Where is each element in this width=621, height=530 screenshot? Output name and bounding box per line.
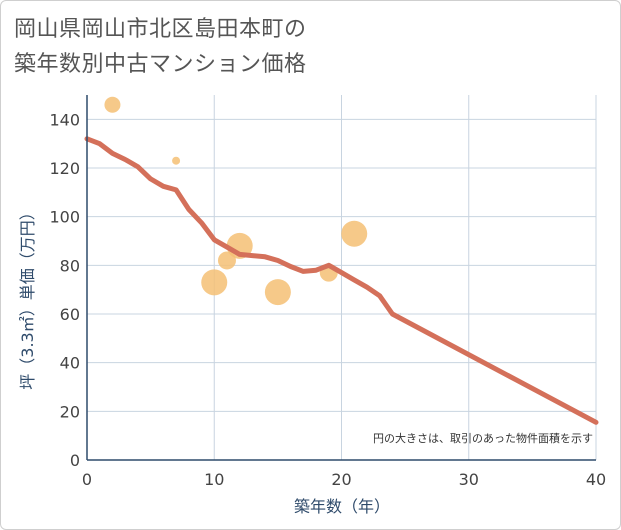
y-tick-label: 20 — [60, 402, 80, 421]
x-tick-label: 40 — [586, 470, 606, 489]
x-axis-label: 築年数（年） — [294, 497, 390, 516]
y-tick-label: 100 — [49, 208, 80, 227]
bubble-layer — [104, 96, 368, 306]
y-tick-label: 60 — [60, 305, 80, 324]
trend-layer — [84, 136, 599, 425]
chart-title-line-2: 築年数別中古マンション価格 — [14, 52, 307, 77]
chart-title-line-1: 岡山県岡山市北区島田本町の — [14, 17, 307, 42]
trend-line — [84, 136, 599, 425]
chart-title: 岡山県岡山市北区島田本町の 築年数別中古マンション価格 — [14, 12, 307, 82]
size-note: 円の大きさは、取引のあった物件面積を示す — [373, 431, 593, 445]
grid-lines — [87, 95, 597, 460]
x-tick-label: 10 — [204, 470, 224, 489]
x-tick-label: 20 — [331, 470, 351, 489]
tick-labels: 0 20 40 60 80 100 120 140 0 10 20 30 40 — [49, 110, 606, 489]
y-tick-label: 80 — [60, 256, 80, 275]
x-tick-label: 30 — [459, 470, 479, 489]
y-axis-label: 坪（3.3㎡）単価（万円） — [18, 204, 37, 389]
y-tick-label: 140 — [49, 110, 80, 129]
axes — [86, 95, 596, 461]
y-tick-label: 120 — [49, 159, 80, 178]
data-bubble — [217, 251, 236, 270]
y-tick-label: 40 — [60, 354, 80, 373]
data-bubble — [341, 220, 368, 247]
data-bubble — [104, 96, 121, 113]
data-bubble — [264, 279, 291, 306]
x-tick-label: 0 — [82, 470, 92, 489]
data-bubble — [172, 156, 181, 165]
y-tick-label: 0 — [70, 451, 80, 470]
data-bubble — [201, 269, 228, 296]
